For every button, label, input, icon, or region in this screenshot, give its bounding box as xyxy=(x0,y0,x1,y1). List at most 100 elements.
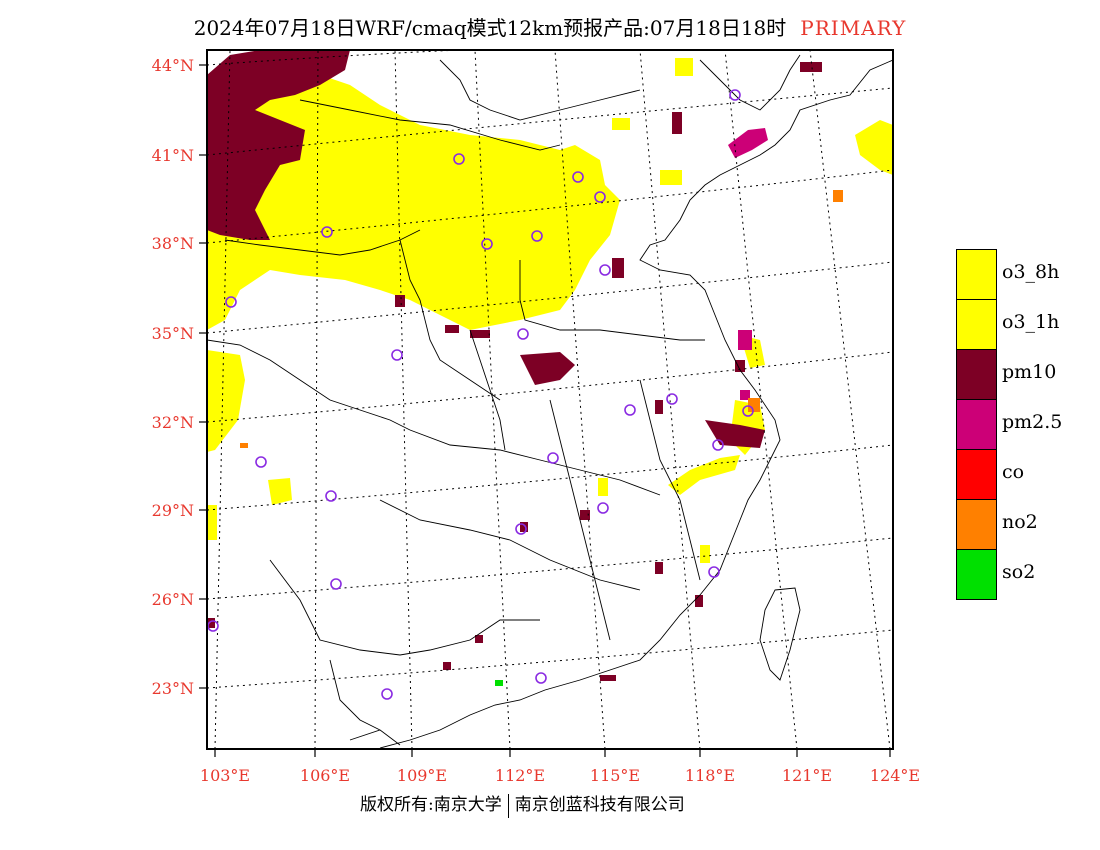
no2-patch-shanghai xyxy=(748,398,760,412)
meridian-112 xyxy=(474,50,511,749)
station-marker xyxy=(535,672,547,684)
latitude-gridlines xyxy=(207,50,893,689)
footer-divider xyxy=(507,793,509,818)
pm10-patch-i xyxy=(600,675,616,681)
map-title: 2024年07月18日WRF/cmaq模式12km预报产品:07月18日18时 P… xyxy=(0,12,1100,41)
pm10-patch-l xyxy=(655,400,663,414)
legend-swatch xyxy=(956,449,997,500)
boundary-j xyxy=(639,379,701,581)
station-marker xyxy=(453,153,465,165)
boundary-n xyxy=(469,329,506,451)
station-marker xyxy=(572,171,584,183)
legend-label: no2 xyxy=(1002,511,1038,533)
so2-patch-guangdong xyxy=(495,680,503,686)
legend-swatch xyxy=(956,299,997,350)
parallel-41 xyxy=(207,87,893,156)
boundary-e xyxy=(207,339,411,431)
pm10-patch-n xyxy=(672,112,682,134)
pm10-patch-a xyxy=(470,330,490,338)
boundary-f xyxy=(409,429,661,496)
legend-label: o3_1h xyxy=(1002,311,1060,333)
o3-region-sichuan xyxy=(268,478,292,505)
legend-swatch xyxy=(956,399,997,450)
parallel-29 xyxy=(207,444,893,511)
parallel-38 xyxy=(207,169,893,244)
parallel-26 xyxy=(207,537,893,600)
pm25-patch-a xyxy=(738,330,752,350)
axis-ticks xyxy=(199,64,891,757)
copyright-right: 南京创蓝科技有限公司 xyxy=(514,795,685,815)
station-marker xyxy=(531,230,543,242)
taiwan-island xyxy=(759,587,801,681)
lon-label: 118°E xyxy=(685,766,735,785)
parallel-35 xyxy=(207,261,893,334)
lat-label: 35°N xyxy=(152,324,194,343)
lon-label: 115°E xyxy=(590,766,640,785)
hainan-edge xyxy=(349,729,401,746)
o3-region-west xyxy=(207,350,245,452)
lat-label: 23°N xyxy=(152,679,194,698)
pm10-patch-c xyxy=(395,295,405,307)
pm10-patch-p xyxy=(445,325,459,333)
boundary-g xyxy=(379,499,641,591)
station-marker xyxy=(729,89,741,101)
legend-swatch xyxy=(956,349,997,400)
title-tag: PRIMARY xyxy=(800,16,907,40)
pm25-patch-b xyxy=(740,390,750,400)
boundary-i xyxy=(549,399,611,641)
lon-label: 121°E xyxy=(782,766,832,785)
pm10-region-inner-mongolia xyxy=(207,50,350,240)
o3-region-layer xyxy=(207,58,893,563)
pm10-patch-b xyxy=(612,258,624,278)
station-marker xyxy=(481,238,493,250)
longitude-labels: 103°E 106°E 109°E 112°E 115°E 118°E 121°… xyxy=(200,766,920,785)
lat-label: 32°N xyxy=(152,413,194,432)
lon-label: 124°E xyxy=(870,766,920,785)
copyright-footer: 版权所有:南京大学 南京创蓝科技有限公司 xyxy=(360,790,685,818)
pm10-patch-o xyxy=(207,618,215,628)
lon-label: 112°E xyxy=(495,766,545,785)
station-marker xyxy=(225,296,237,308)
no2-patch-dalian xyxy=(833,190,843,202)
station-marker xyxy=(712,439,724,451)
station-marker xyxy=(321,226,333,238)
o3-region-ne-coast xyxy=(855,120,893,175)
map-frame xyxy=(206,49,894,750)
station-marker xyxy=(381,688,393,700)
meridian-118 xyxy=(639,50,701,749)
lon-label: 103°E xyxy=(200,766,250,785)
lat-label: 41°N xyxy=(152,146,194,165)
lat-label: 26°N xyxy=(152,590,194,609)
boundary-k xyxy=(699,54,801,111)
station-marker xyxy=(666,393,678,405)
o3-patch-b xyxy=(660,170,682,185)
station-marker xyxy=(517,328,529,340)
station-markers xyxy=(207,89,754,700)
province-boundaries xyxy=(207,54,893,749)
pm25-region-liaoning xyxy=(728,128,768,158)
station-marker xyxy=(547,452,559,464)
pm10-patch-f xyxy=(655,562,663,574)
meridian-103 xyxy=(214,50,231,749)
station-marker xyxy=(255,456,267,468)
coastline xyxy=(379,59,893,749)
legend-label: o3_8h xyxy=(1002,261,1060,283)
legend-label: co xyxy=(1002,461,1025,483)
legend-swatch xyxy=(956,249,997,300)
boundary-h xyxy=(269,559,540,656)
lat-label: 44°N xyxy=(152,56,194,75)
boundary-a xyxy=(299,99,561,151)
boundary-d xyxy=(519,260,705,341)
meridian-106 xyxy=(314,50,319,749)
o3-patch-d xyxy=(207,505,217,540)
longitude-gridlines xyxy=(214,50,891,749)
pm10-patch-g xyxy=(695,595,703,607)
parallel-44 xyxy=(207,50,471,66)
so2-region-layer xyxy=(495,680,503,686)
copyright-left: 版权所有:南京大学 xyxy=(360,795,502,815)
no2-region-layer xyxy=(240,190,843,448)
pm10-patch-h xyxy=(443,662,451,670)
lat-label: 29°N xyxy=(152,501,194,520)
no2-patch-west xyxy=(240,443,248,448)
